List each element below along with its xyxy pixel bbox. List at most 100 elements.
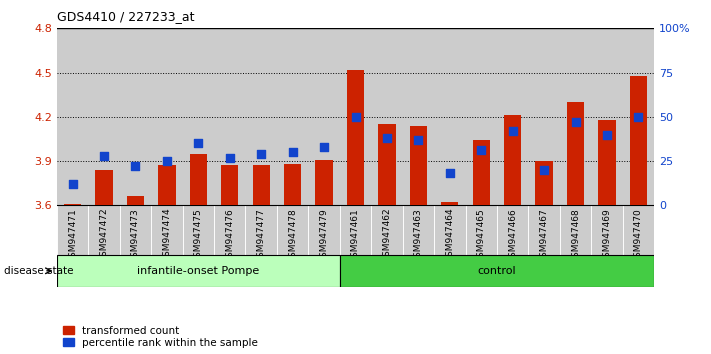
Bar	[567, 102, 584, 205]
FancyBboxPatch shape	[277, 205, 309, 255]
Bar	[473, 141, 490, 205]
Bar	[214, 28, 245, 205]
Point	[319, 144, 330, 150]
Point	[161, 158, 173, 164]
Bar	[371, 28, 402, 205]
Bar	[183, 28, 214, 205]
Bar	[497, 28, 528, 205]
Text: control: control	[478, 266, 516, 276]
FancyBboxPatch shape	[119, 205, 151, 255]
Text: GSM947466: GSM947466	[508, 208, 517, 263]
Bar	[630, 75, 647, 205]
FancyBboxPatch shape	[466, 205, 497, 255]
FancyBboxPatch shape	[623, 205, 654, 255]
Text: GSM947463: GSM947463	[414, 208, 423, 263]
Bar	[535, 161, 552, 205]
Bar	[410, 126, 427, 205]
Point	[98, 153, 109, 159]
Bar	[402, 28, 434, 205]
Bar	[119, 28, 151, 205]
Text: GSM947471: GSM947471	[68, 208, 77, 263]
FancyBboxPatch shape	[340, 255, 654, 287]
Point	[224, 155, 235, 160]
Point	[130, 164, 141, 169]
Bar	[159, 166, 176, 205]
Bar	[599, 120, 616, 205]
Text: GSM947473: GSM947473	[131, 208, 140, 263]
FancyBboxPatch shape	[57, 255, 340, 287]
Bar	[57, 28, 88, 205]
Text: GSM947470: GSM947470	[634, 208, 643, 263]
FancyBboxPatch shape	[309, 205, 340, 255]
Bar	[441, 202, 459, 205]
Bar	[466, 28, 497, 205]
Point	[287, 149, 299, 155]
Bar	[309, 28, 340, 205]
Text: GSM947468: GSM947468	[571, 208, 580, 263]
Point	[67, 181, 78, 187]
Text: GSM947474: GSM947474	[162, 208, 171, 262]
FancyBboxPatch shape	[88, 205, 119, 255]
FancyBboxPatch shape	[57, 205, 88, 255]
Bar	[560, 28, 592, 205]
Bar	[88, 28, 119, 205]
Text: GSM947469: GSM947469	[602, 208, 611, 263]
Text: GSM947472: GSM947472	[100, 208, 109, 262]
Text: disease state: disease state	[4, 266, 73, 276]
Point	[538, 167, 550, 173]
Bar	[64, 204, 81, 205]
FancyBboxPatch shape	[592, 205, 623, 255]
Text: GSM947461: GSM947461	[351, 208, 360, 263]
Legend: transformed count, percentile rank within the sample: transformed count, percentile rank withi…	[62, 325, 259, 349]
Bar	[151, 28, 183, 205]
Point	[602, 132, 613, 137]
FancyBboxPatch shape	[434, 205, 466, 255]
Point	[381, 135, 392, 141]
FancyBboxPatch shape	[245, 205, 277, 255]
Point	[255, 151, 267, 157]
FancyBboxPatch shape	[528, 205, 560, 255]
Bar	[221, 166, 238, 205]
Text: GSM947467: GSM947467	[540, 208, 549, 263]
FancyBboxPatch shape	[340, 205, 371, 255]
Bar	[277, 28, 309, 205]
Text: GDS4410 / 227233_at: GDS4410 / 227233_at	[57, 10, 194, 23]
Text: GSM947478: GSM947478	[288, 208, 297, 263]
FancyBboxPatch shape	[183, 205, 214, 255]
Bar	[127, 196, 144, 205]
Point	[350, 114, 361, 120]
Text: GSM947465: GSM947465	[477, 208, 486, 263]
Point	[570, 119, 581, 125]
Bar	[528, 28, 560, 205]
Point	[412, 137, 424, 143]
Bar	[592, 28, 623, 205]
FancyBboxPatch shape	[402, 205, 434, 255]
Bar	[504, 115, 521, 205]
Bar	[190, 154, 207, 205]
FancyBboxPatch shape	[151, 205, 183, 255]
Bar	[340, 28, 371, 205]
FancyBboxPatch shape	[560, 205, 592, 255]
Point	[444, 171, 456, 176]
Point	[476, 148, 487, 153]
Point	[633, 114, 644, 120]
Bar	[95, 170, 112, 205]
FancyBboxPatch shape	[214, 205, 245, 255]
Point	[507, 128, 518, 134]
Bar	[252, 166, 270, 205]
Text: GSM947475: GSM947475	[194, 208, 203, 263]
Text: GSM947476: GSM947476	[225, 208, 234, 263]
Bar	[284, 164, 301, 205]
Bar	[623, 28, 654, 205]
Text: GSM947477: GSM947477	[257, 208, 266, 263]
Text: infantile-onset Pompe: infantile-onset Pompe	[137, 266, 260, 276]
Bar	[434, 28, 466, 205]
Bar	[245, 28, 277, 205]
FancyBboxPatch shape	[371, 205, 402, 255]
Point	[193, 141, 204, 146]
Bar	[316, 160, 333, 205]
FancyBboxPatch shape	[497, 205, 528, 255]
Text: GSM947479: GSM947479	[319, 208, 328, 263]
Text: GSM947464: GSM947464	[445, 208, 454, 262]
Bar	[347, 70, 364, 205]
